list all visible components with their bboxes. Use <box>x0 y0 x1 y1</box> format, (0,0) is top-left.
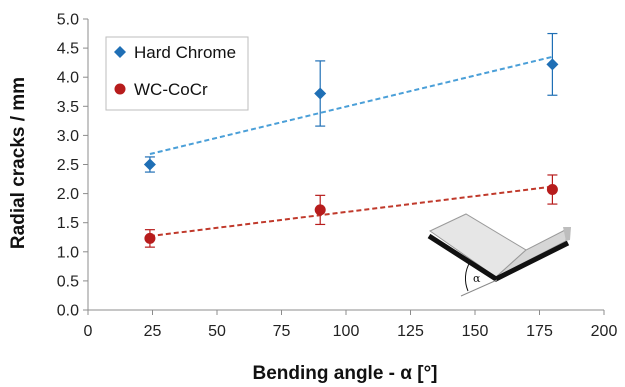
specimen-bottom-edge <box>427 233 570 282</box>
y-tick-label: 1.5 <box>57 215 79 232</box>
x-tick-label: 175 <box>526 323 553 340</box>
legend-label-hard-chrome: Hard Chrome <box>134 43 236 62</box>
axes <box>83 18 605 315</box>
trendline-series-0 <box>149 55 553 155</box>
data-point-circle <box>546 184 558 196</box>
tick-labels: 0.0 0.5 1.0 1.5 2.0 2.5 3.0 3.5 4.0 4.5 5.0 0 25 50 75… <box>57 12 618 341</box>
y-tick-label: 4.0 <box>57 70 79 87</box>
x-tick-label: 200 <box>591 323 618 340</box>
data-point-diamond <box>143 158 156 171</box>
angle-arc <box>464 261 471 292</box>
y-tick-label: 0.0 <box>57 303 79 320</box>
y-tick-label: 2.5 <box>57 157 79 174</box>
bent-specimen-illustration: α <box>427 213 571 297</box>
y-tick-label: 1.0 <box>57 244 79 261</box>
data-point-diamond <box>314 87 327 100</box>
y-tick-label: 3.5 <box>57 99 79 116</box>
trendlines <box>149 55 553 238</box>
x-tick-label: 125 <box>397 323 424 340</box>
x-tick-label: 25 <box>144 323 162 340</box>
y-axis-title: Radial cracks / mm <box>8 77 29 249</box>
data-markers <box>143 58 559 244</box>
legend-box <box>105 36 249 111</box>
y-tick-label: 0.5 <box>57 273 79 290</box>
angle-reference-line <box>460 279 498 297</box>
x-tick-label: 50 <box>208 323 226 340</box>
x-tick-label: 100 <box>333 323 360 340</box>
legend-label-wc-cocr: WC-CoCr <box>134 80 208 99</box>
alpha-label: α <box>473 272 481 285</box>
x-tick-label: 75 <box>273 323 291 340</box>
trendline-series-1 <box>149 185 553 238</box>
data-point-circle <box>144 232 156 244</box>
y-tick-label: 4.5 <box>57 41 79 58</box>
specimen-right-end <box>563 227 571 241</box>
x-tick-label: 150 <box>462 323 489 340</box>
data-point-circle <box>314 204 326 216</box>
legend: Hard Chrome WC-CoCr <box>105 36 249 111</box>
data-point-diamond <box>546 58 559 71</box>
x-axis-title: Bending angle - α [°] <box>253 363 438 384</box>
y-tick-label: 5.0 <box>57 12 79 29</box>
y-tick-label: 2.0 <box>57 186 79 203</box>
x-tick-label: 0 <box>84 323 93 340</box>
y-tick-label: 3.0 <box>57 128 79 145</box>
legend-circle-icon <box>114 83 126 95</box>
legend-diamond-icon <box>114 46 126 58</box>
